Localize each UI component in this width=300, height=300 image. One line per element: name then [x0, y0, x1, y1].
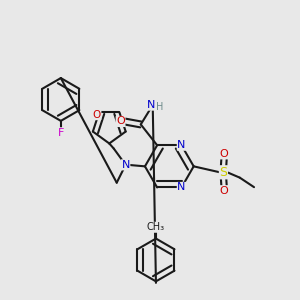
Text: N: N	[122, 160, 130, 170]
Text: N: N	[177, 182, 186, 193]
Text: O: O	[93, 110, 101, 120]
Text: O: O	[220, 186, 228, 196]
Text: S: S	[219, 166, 227, 179]
Text: CH₃: CH₃	[147, 222, 165, 232]
Text: N: N	[177, 140, 186, 150]
Text: N: N	[147, 100, 155, 110]
Text: H: H	[155, 102, 163, 112]
Text: O: O	[116, 116, 125, 127]
Text: F: F	[58, 128, 64, 138]
Text: O: O	[220, 149, 228, 159]
